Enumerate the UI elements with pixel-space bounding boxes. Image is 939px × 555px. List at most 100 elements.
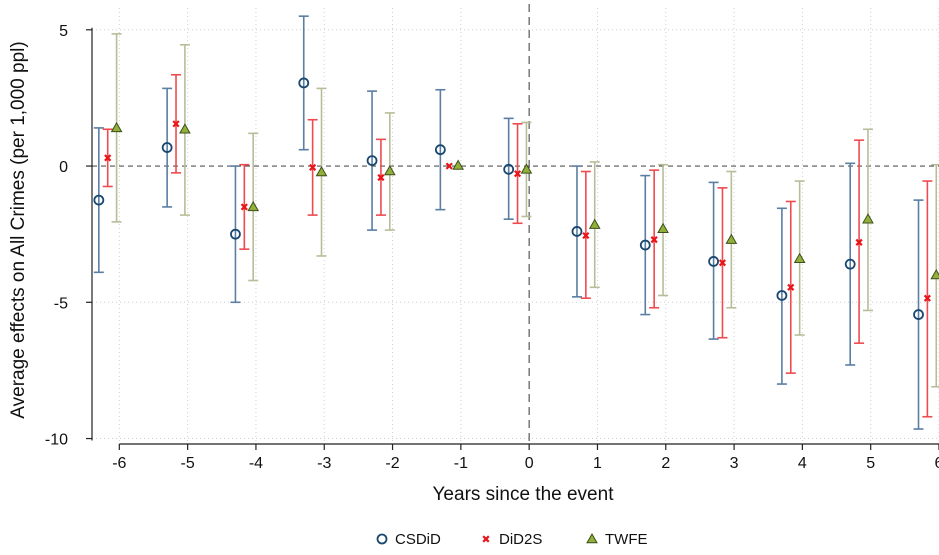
point-csdid	[503, 163, 515, 175]
point-did2s	[240, 203, 248, 211]
x-marker-stroke	[923, 294, 931, 302]
legend-item-csdid: CSDiD	[376, 531, 441, 548]
x-tick-label: -3	[317, 455, 331, 472]
point-twfe	[657, 222, 669, 233]
confidence-interval	[776, 207, 787, 385]
confidence-interval	[298, 15, 309, 151]
point-csdid	[708, 256, 719, 267]
point-csdid	[298, 77, 310, 89]
series-layer	[93, 15, 939, 430]
point-twfe	[247, 200, 260, 212]
x-tick-label: 0	[525, 455, 534, 472]
x-tick-label: 2	[661, 455, 670, 472]
confidence-interval	[913, 199, 924, 430]
point-did2s	[787, 283, 795, 291]
point-csdid	[571, 226, 583, 237]
point-csdid	[230, 228, 241, 240]
confidence-interval	[230, 165, 241, 304]
gridlines	[92, 8, 939, 444]
y-tick-label: 5	[59, 23, 68, 40]
point-did2s	[582, 231, 590, 240]
point-twfe	[725, 233, 738, 244]
tick-labels: -6-5-4-3-2-1012345650-5-10	[45, 23, 939, 472]
legend-label: CSDiD	[395, 531, 441, 548]
x-marker-stroke	[650, 236, 658, 244]
point-csdid	[844, 258, 856, 270]
confidence-interval	[367, 90, 378, 231]
confidence-interval	[93, 127, 104, 274]
y-tick-label: -10	[45, 432, 68, 449]
point-did2s	[923, 294, 931, 302]
x-marker-stroke	[718, 259, 727, 267]
point-did2s	[513, 170, 522, 178]
legend-marker-csdid	[376, 533, 388, 545]
point-did2s	[172, 120, 180, 128]
y-tick-label: -5	[54, 295, 68, 312]
series-did2s	[102, 73, 933, 418]
x-marker-stroke	[104, 154, 112, 162]
confidence-interval	[845, 162, 856, 366]
point-twfe	[862, 213, 874, 224]
point-csdid	[161, 142, 173, 153]
point-csdid	[913, 309, 924, 320]
point-twfe	[588, 218, 601, 229]
point-twfe	[520, 163, 533, 174]
series-twfe	[110, 33, 939, 388]
reference-lines	[92, 4, 939, 444]
x-marker-stroke	[582, 231, 590, 240]
point-twfe	[452, 159, 464, 170]
x-tick-label: -2	[385, 455, 399, 472]
point-did2s	[718, 259, 727, 267]
point-twfe	[315, 166, 328, 177]
x-tick-label: -1	[454, 455, 468, 472]
series-csdid	[93, 15, 924, 430]
point-twfe	[179, 123, 191, 134]
point-csdid	[434, 144, 446, 156]
x-marker-stroke	[513, 170, 522, 178]
legend: CSDiD DiD2S TWFE	[376, 531, 648, 548]
x-marker-stroke	[240, 203, 248, 211]
legend-item-did2s: DiD2S	[482, 531, 542, 548]
x-marker-stroke	[172, 120, 180, 128]
point-did2s	[377, 173, 385, 182]
x-axis-title: Years since the event	[433, 484, 615, 505]
x-marker-stroke	[445, 162, 453, 170]
point-twfe	[110, 121, 123, 133]
point-csdid	[93, 194, 105, 206]
point-csdid	[639, 239, 651, 251]
y-axis-title: Average effects on All Crimes (per 1,000…	[8, 41, 29, 418]
legend-label: TWFE	[605, 531, 648, 548]
axes	[86, 27, 939, 450]
x-tick-label: 4	[798, 455, 807, 472]
x-tick-label: -4	[249, 455, 263, 472]
x-tick-label: -6	[112, 455, 126, 472]
x-marker-stroke	[309, 163, 317, 171]
x-tick-label: -5	[181, 455, 195, 472]
x-marker-stroke	[787, 283, 795, 291]
x-marker-stroke	[482, 535, 490, 543]
legend-marker-twfe	[586, 532, 598, 544]
point-did2s	[104, 154, 112, 162]
x-tick-label: 3	[730, 455, 739, 472]
x-marker-stroke	[377, 173, 385, 182]
x-tick-label: 1	[593, 455, 602, 472]
legend-marker-did2s	[482, 535, 490, 543]
point-csdid	[366, 155, 378, 167]
confidence-interval	[640, 174, 651, 316]
legend-label: DiD2S	[499, 531, 542, 548]
confidence-interval	[435, 88, 446, 211]
point-csdid	[776, 290, 788, 301]
x-tick-label: 6	[935, 455, 939, 472]
point-did2s	[445, 162, 453, 170]
point-twfe	[383, 164, 396, 176]
point-did2s	[309, 163, 317, 171]
confidence-interval	[571, 165, 582, 298]
x-marker-stroke	[855, 238, 863, 246]
x-tick-label: 5	[866, 455, 875, 472]
confidence-interval	[503, 117, 514, 220]
point-did2s	[650, 236, 658, 244]
confidence-interval	[162, 87, 173, 208]
point-did2s	[855, 238, 863, 246]
y-tick-label: 0	[59, 159, 68, 176]
